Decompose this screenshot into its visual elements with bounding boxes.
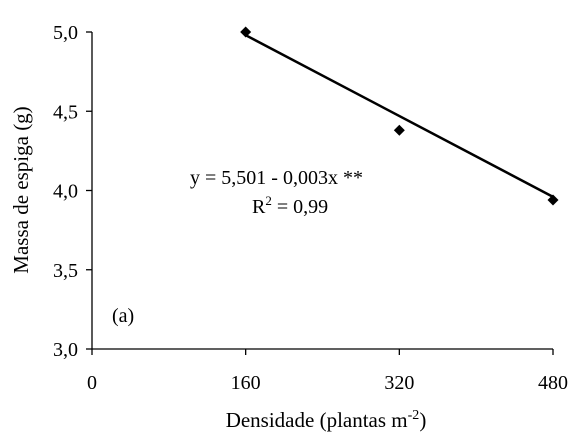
equation-annotation: y = 5,501 - 0,003x **	[190, 167, 363, 189]
y-tick-label: 4,0	[53, 181, 78, 203]
x-tick-label: 0	[87, 372, 97, 394]
x-tick-label: 160	[231, 372, 261, 394]
y-tick-label: 4,5	[53, 101, 78, 123]
x-axis-label: Densidade (plantas m-2)	[226, 408, 427, 432]
axes: 3,0 3,5 4,0 4,5 5,0 0 160 320 480	[53, 22, 568, 394]
data-point	[393, 124, 405, 136]
y-tick-label: 5,0	[53, 22, 78, 44]
plot-area	[240, 26, 559, 206]
x-tick-label: 320	[384, 372, 414, 394]
y-tick-label: 3,5	[53, 260, 78, 282]
regression-line	[245, 34, 554, 198]
panel-label: (a)	[112, 305, 134, 327]
x-tick-label: 480	[538, 372, 568, 394]
data-point	[240, 26, 252, 38]
y-tick-label: 3,0	[53, 339, 78, 361]
data-point	[547, 194, 559, 206]
y-axis-label: Massa de espiga (g)	[9, 106, 33, 273]
r-squared-annotation: R2 = 0,99	[252, 193, 328, 218]
